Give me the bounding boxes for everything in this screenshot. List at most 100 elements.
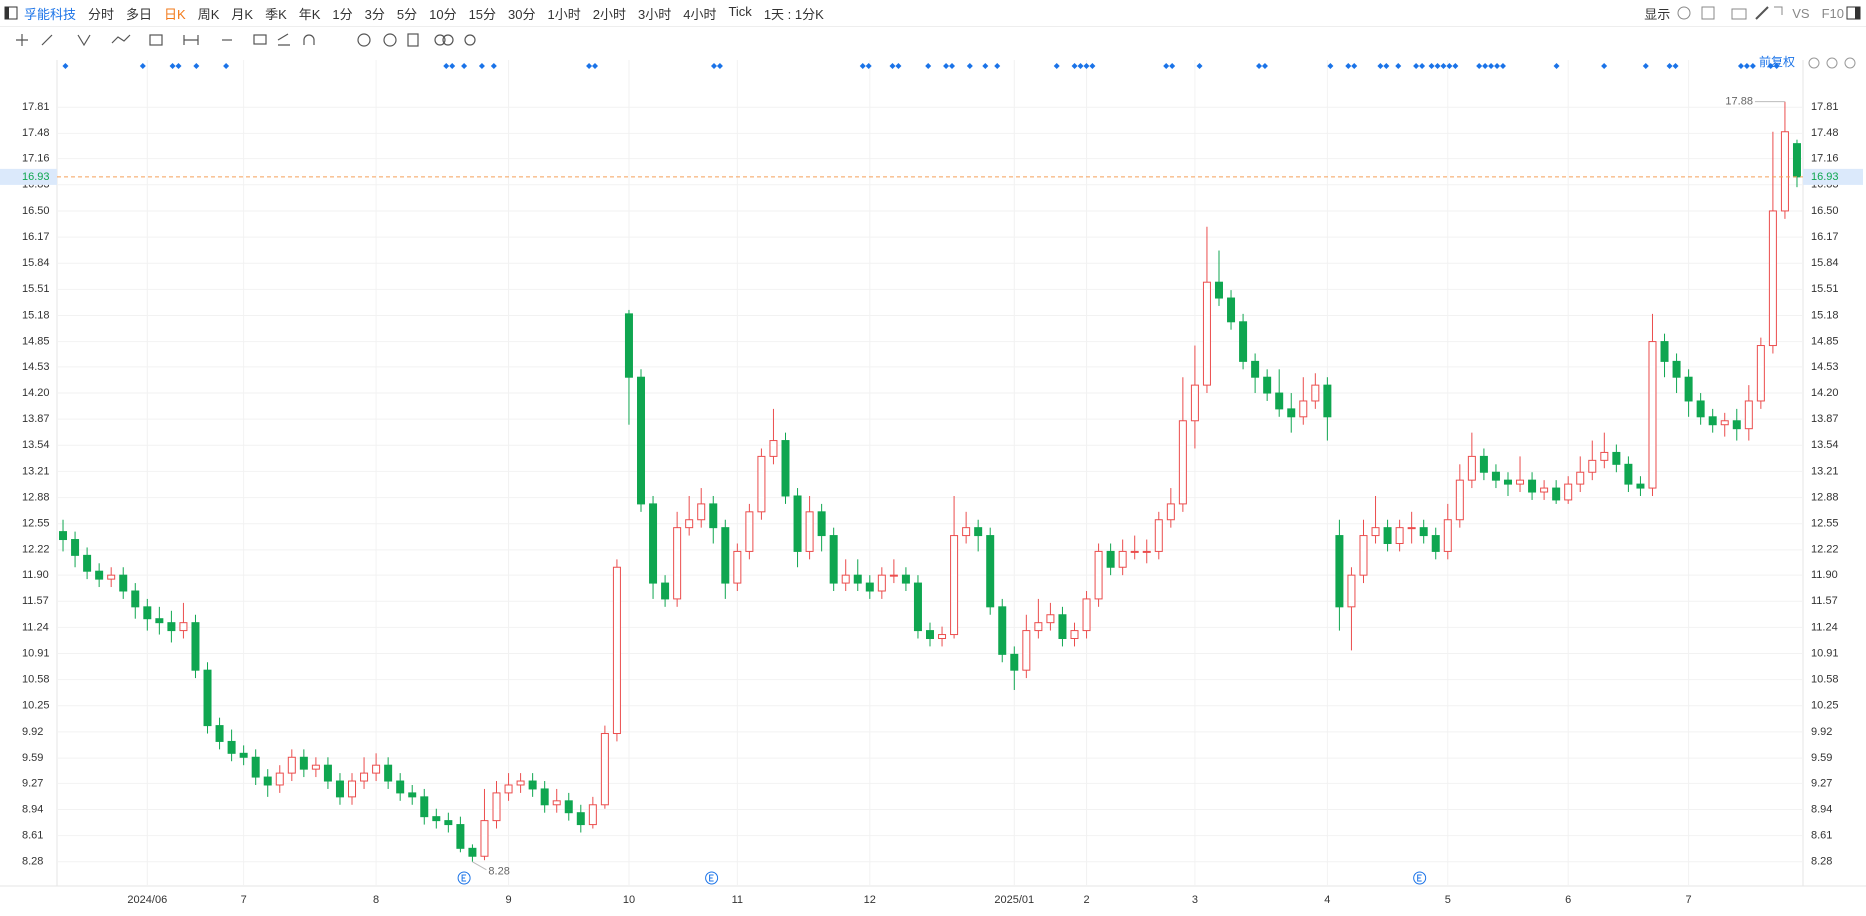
period-button[interactable]: 年K	[298, 6, 321, 22]
event-marker	[175, 63, 182, 69]
event-marker	[223, 63, 230, 69]
y-tick-label-right: 12.22	[1811, 544, 1839, 556]
period-button[interactable]: 月K	[231, 6, 254, 22]
y-tick-label-left: 15.18	[22, 309, 50, 321]
y-tick-label-right: 9.27	[1811, 777, 1832, 789]
event-marker	[1488, 63, 1495, 69]
candle-body	[263, 776, 272, 786]
display-menu[interactable]: 显示	[1644, 6, 1671, 22]
candle-body	[1660, 341, 1669, 362]
x-tick-label: 2024/06	[127, 894, 167, 906]
x-tick-label: 8	[373, 894, 379, 906]
candle-body	[588, 804, 597, 826]
y-tick-label-left: 16.17	[22, 231, 50, 243]
y-tick-label-left: 11.24	[22, 621, 49, 633]
period-button[interactable]: Tick	[728, 3, 752, 19]
y-tick-label-right: 15.84	[1811, 257, 1839, 269]
candle-body	[986, 535, 995, 608]
candle-body	[745, 511, 754, 552]
candle-body	[1576, 471, 1585, 485]
period-button[interactable]: 1小时	[547, 6, 581, 22]
candle-body	[829, 535, 838, 584]
candle-body	[335, 780, 344, 798]
period-button[interactable]: 1分	[332, 6, 353, 22]
candle-body	[1564, 483, 1573, 501]
symbol[interactable]: 孚能科技	[24, 6, 77, 22]
toolbar-right: 显示 VS F10	[1638, 0, 1866, 26]
candle-body	[1503, 479, 1512, 485]
candle-body	[1684, 376, 1693, 402]
event-marker	[1261, 63, 1268, 69]
event-marker	[1383, 63, 1390, 69]
candle-body	[1154, 519, 1163, 552]
event-marker	[1327, 63, 1334, 69]
period-button[interactable]: 2小时	[592, 6, 626, 22]
candle-body	[444, 820, 453, 826]
event-marker	[1773, 63, 1780, 69]
y-tick-label-left: 17.48	[22, 127, 50, 139]
y-tick-label-left: 14.85	[22, 335, 50, 347]
y-tick-label-left: 15.84	[22, 257, 50, 269]
y-tick-label-right: 8.94	[1811, 803, 1832, 815]
candle-body	[1094, 550, 1103, 600]
candle-body	[1058, 614, 1067, 640]
event-marker	[1083, 63, 1090, 69]
candle-body	[1034, 622, 1043, 632]
candle-body	[1419, 527, 1428, 537]
period-button[interactable]: 季K	[265, 6, 287, 22]
candle-body	[83, 554, 92, 572]
period-button[interactable]: 日K	[164, 6, 186, 22]
event-marker	[586, 63, 593, 69]
y-tick-label-right: 17.81	[1811, 101, 1839, 113]
y-tick-label-right: 13.87	[1811, 413, 1839, 425]
event-marker	[1419, 63, 1426, 69]
event-marker	[925, 63, 932, 69]
f10-button[interactable]: F10	[1821, 5, 1844, 21]
event-marker	[1672, 63, 1679, 69]
candle-body	[299, 756, 308, 770]
candle-body	[1239, 321, 1248, 362]
min-label: 8.28	[488, 866, 509, 878]
candle-body	[612, 566, 621, 735]
event-marker	[994, 63, 1001, 69]
candle-body	[913, 582, 922, 632]
event-marker	[1077, 63, 1084, 69]
period-button[interactable]: 多日	[126, 6, 153, 22]
period-button[interactable]: 3分	[364, 6, 385, 22]
candle-body	[769, 440, 778, 457]
period-button[interactable]: 周K	[197, 6, 220, 22]
period-select[interactable]: 1天 : 1分K	[763, 6, 824, 22]
period-button[interactable]: 4小时	[683, 6, 717, 22]
candle-body	[950, 535, 959, 636]
period-button[interactable]: 30分	[508, 6, 536, 22]
min-leader	[472, 861, 487, 871]
event-marker	[1395, 63, 1402, 69]
y-tick-label-left: 14.20	[22, 387, 50, 399]
panel-icon[interactable]	[4, 6, 18, 20]
event-marker	[895, 63, 902, 69]
y-tick-label-left: 9.92	[22, 726, 43, 738]
candle-body	[1431, 535, 1440, 552]
period-button[interactable]: 5分	[396, 6, 418, 22]
layout-icon[interactable]	[1846, 5, 1862, 21]
period-button[interactable]: 分时	[88, 6, 115, 22]
candle-body	[721, 527, 730, 584]
event-marker	[1413, 63, 1420, 69]
candle-body	[528, 780, 537, 790]
adjustment-label[interactable]: 前复权	[1759, 54, 1795, 69]
event-marker	[966, 63, 973, 69]
period-button[interactable]: 10分	[429, 6, 457, 22]
period-button[interactable]: 15分	[468, 6, 497, 22]
candle-body	[1672, 360, 1681, 378]
candle-body	[649, 503, 658, 584]
candle-body	[1311, 384, 1320, 402]
period-button[interactable]: 3小时	[637, 6, 672, 22]
candle-body	[1624, 463, 1633, 485]
candle-body	[1214, 281, 1223, 299]
candle-body	[1082, 598, 1091, 632]
y-tick-label-right: 15.18	[1811, 309, 1839, 321]
candle-body	[1299, 400, 1308, 418]
vs-button[interactable]: VS	[1792, 5, 1810, 21]
event-marker	[1351, 63, 1358, 69]
event-marker	[592, 63, 598, 69]
